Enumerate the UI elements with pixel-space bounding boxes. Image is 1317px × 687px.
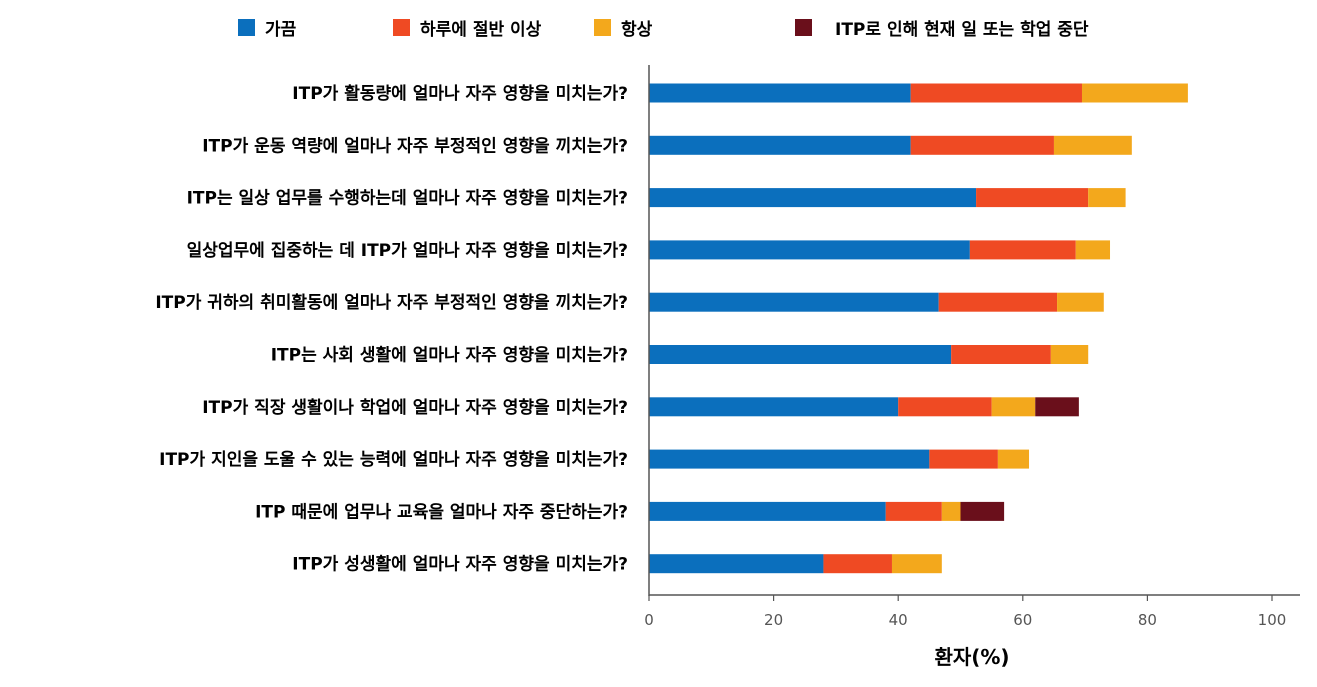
bar-segment-2 [1050, 345, 1089, 364]
legend: 가끔 하루에 절반 이상 항상 ITP로 인해 현재 일 또는 학업 중단 [238, 19, 1089, 40]
bar-segment-1 [976, 188, 1089, 208]
bar-segment-1 [885, 501, 942, 521]
bar-segment-1 [910, 135, 1054, 155]
bar-segment-1 [910, 83, 1082, 103]
category-label: 일상업무에 집중하는 데 ITP가 얼마나 자주 영향을 미치는가? [187, 240, 628, 261]
category-label: ITP는 사회 생활에 얼마나 자주 영향을 미치는가? [271, 345, 628, 366]
category-label: ITP가 활동량에 얼마나 자주 영향을 미치는가? [292, 83, 628, 104]
bar-segment-2 [891, 554, 942, 574]
bars [649, 83, 1188, 574]
bar-segment-0 [649, 292, 939, 312]
category-labels: ITP가 활동량에 얼마나 자주 영향을 미치는가? ITP가 운동 역량에 얼마… [155, 83, 628, 575]
category-label: ITP가 귀하의 취미활동에 얼마나 자주 부정적인 영향을 끼치는가? [155, 292, 628, 313]
bar-segment-1 [929, 449, 998, 469]
bar-segment-0 [649, 449, 930, 469]
bar-segment-0 [649, 397, 899, 417]
x-tick-label: 20 [764, 611, 783, 629]
category-label: ITP가 성생활에 얼마나 자주 영향을 미치는가? [292, 554, 628, 575]
x-tick-label: 80 [1138, 611, 1157, 629]
legend-swatch-2 [594, 19, 611, 36]
category-label: ITP가 운동 역량에 얼마나 자주 부정적인 영향을 끼치는가? [202, 135, 628, 156]
bar-segment-2 [1088, 188, 1126, 208]
bar-segment-0 [649, 83, 911, 103]
bar-segment-2 [1081, 83, 1188, 103]
legend-label-1: 하루에 절반 이상 [420, 19, 542, 40]
x-tick-label: 100 [1258, 611, 1287, 629]
bar-segment-2 [1053, 135, 1132, 155]
bar-segment-1 [898, 397, 992, 417]
bar-segment-3 [960, 501, 1005, 521]
legend-swatch-1 [393, 19, 410, 36]
legend-swatch-0 [238, 19, 255, 36]
bar-segment-1 [823, 554, 892, 574]
bar-segment-1 [951, 345, 1051, 364]
bar-segment-2 [997, 449, 1030, 469]
bar-segment-0 [649, 501, 886, 521]
x-axis-label: 환자(%) [934, 645, 1009, 669]
legend-label-2: 항상 [621, 19, 653, 40]
legend-label-0: 가끔 [265, 20, 297, 40]
bar-segment-0 [649, 135, 911, 155]
category-label: ITP 때문에 업무나 교육을 얼마나 자주 중단하는가? [255, 502, 628, 522]
bar-segment-0 [649, 554, 824, 574]
category-label: ITP가 지인을 도울 수 있는 능력에 얼마나 자주 영향을 미치는가? [159, 449, 628, 470]
bar-segment-0 [649, 188, 977, 208]
bar-segment-0 [649, 345, 952, 364]
bar-segment-2 [1075, 240, 1111, 260]
x-tick-label: 60 [1013, 611, 1032, 629]
bar-segment-2 [941, 501, 961, 521]
bar-segment-2 [991, 397, 1036, 417]
legend-label-3: ITP로 인해 현재 일 또는 학업 중단 [835, 20, 1089, 40]
bar-segment-1 [969, 240, 1076, 260]
bar-segment-1 [938, 292, 1058, 312]
x-tick-label: 40 [889, 611, 908, 629]
bar-segment-2 [1057, 292, 1104, 312]
category-label: ITP는 일상 업무를 수행하는데 얼마나 자주 영향을 미치는가? [187, 188, 628, 209]
bar-segment-0 [649, 240, 970, 260]
category-label: ITP가 직장 생활이나 학업에 얼마나 자주 영향을 미치는가? [202, 397, 628, 418]
bar-segment-3 [1035, 397, 1079, 417]
x-axis-ticks: 0 20 40 60 80 100 [644, 595, 1286, 629]
legend-swatch-3 [795, 19, 812, 36]
x-tick-label: 0 [644, 611, 654, 629]
